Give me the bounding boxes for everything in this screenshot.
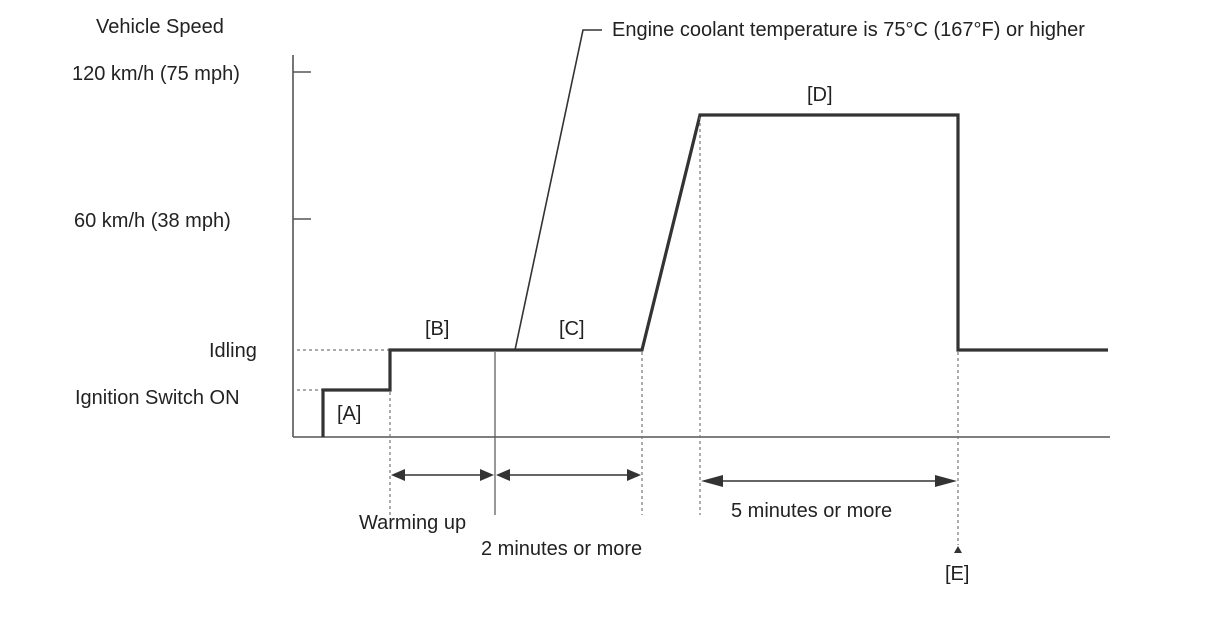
two-minutes-label: 2 minutes or more [481, 538, 642, 560]
phase-d-label: [D] [807, 84, 833, 106]
warming-up-label: Warming up [359, 512, 466, 534]
warming-up-arrow [391, 469, 494, 481]
label-60-kmh: 60 km/h (38 mph) [74, 210, 231, 232]
axis-title: Vehicle Speed [96, 16, 224, 38]
phase-e-label: [E] [945, 563, 969, 585]
five-minutes-arrow [701, 475, 957, 487]
coolant-temperature-note: Engine coolant temperature is 75°C (167°… [612, 19, 1085, 41]
label-ignition-on: Ignition Switch ON [75, 387, 240, 409]
label-idling: Idling [209, 340, 257, 362]
label-120-kmh: 120 km/h (75 mph) [72, 63, 240, 85]
five-minutes-label: 5 minutes or more [731, 500, 892, 522]
phase-e-marker-icon [954, 546, 962, 553]
two-minutes-arrow [496, 469, 641, 481]
speed-profile-line [321, 113, 1108, 437]
coolant-leader-line [514, 29, 602, 351]
phase-a-label: [A] [337, 403, 361, 425]
phase-b-label: [B] [425, 318, 449, 340]
phase-c-label: [C] [559, 318, 585, 340]
